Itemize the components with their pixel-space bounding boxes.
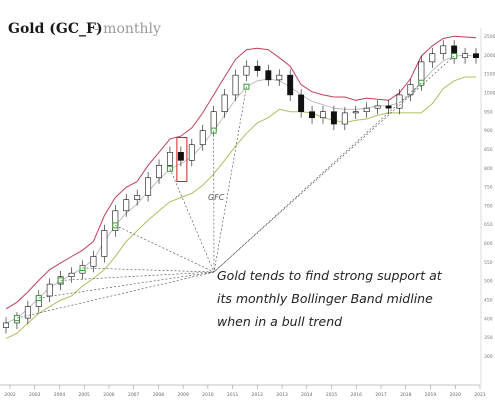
candle-body xyxy=(145,177,152,196)
y-tick-label: 2000 xyxy=(484,53,495,59)
x-tick-label: 2014 xyxy=(301,392,313,398)
x-tick-label: 2006 xyxy=(103,392,115,398)
x-tick-label: 2020 xyxy=(450,392,462,398)
x-tick-label: 2007 xyxy=(128,392,140,398)
candle-body xyxy=(243,65,250,76)
dashed-pointer xyxy=(213,86,247,273)
dashed-pointer xyxy=(60,271,215,281)
annotation-line-1: Gold tends to find strong support at xyxy=(217,268,443,283)
x-tick-label: 2021 xyxy=(474,392,486,398)
candle-body xyxy=(199,130,206,146)
x-tick-label: 2019 xyxy=(425,392,437,398)
x-tick-label: 2013 xyxy=(276,392,288,398)
dashed-pointer xyxy=(82,267,215,273)
x-tick-label: 2016 xyxy=(351,392,363,398)
candle-body xyxy=(24,306,31,319)
annotation-dashes xyxy=(16,55,455,319)
candle-body xyxy=(276,74,283,81)
candle-body xyxy=(341,112,348,125)
candle-body xyxy=(287,74,294,96)
candle-body xyxy=(440,45,447,54)
candle-body xyxy=(221,94,228,112)
y-tick-label: 2500 xyxy=(484,34,495,40)
candle-body xyxy=(112,210,119,231)
bb-upper-line xyxy=(5,35,477,310)
candle-body xyxy=(101,230,108,257)
y-tick-label: 950 xyxy=(484,109,493,115)
candle-body xyxy=(166,152,173,166)
chart-subtitle: - monthly xyxy=(94,21,161,37)
candle-body xyxy=(254,65,261,71)
candle-body xyxy=(46,283,53,297)
y-tick-label: 450 xyxy=(484,298,493,304)
candle-body xyxy=(156,165,162,179)
candle-body xyxy=(309,111,316,119)
candle-body xyxy=(407,84,414,96)
candle-body xyxy=(374,105,381,109)
annotation-line-3: when in a bull trend xyxy=(217,314,342,329)
candle-body xyxy=(123,199,130,212)
x-axis: 2002 2003 2004 2005 2006 2007 2008 2009 2010 2011… xyxy=(0,384,486,398)
y-tick-label: 1500 xyxy=(484,72,495,78)
candle-body xyxy=(265,70,272,81)
candle-body xyxy=(188,144,195,161)
candle-body xyxy=(320,111,326,119)
chart-title: Gold (GC_F) xyxy=(8,21,103,37)
x-tick-label: 2002 xyxy=(4,392,16,398)
bb-lower-line xyxy=(5,76,476,340)
candle-body xyxy=(68,272,75,278)
y-tick-label: 1000 xyxy=(484,90,495,96)
candle-body xyxy=(298,94,305,112)
x-tick-label: 2003 xyxy=(29,392,41,398)
candle-body xyxy=(177,152,184,161)
candle-body xyxy=(473,53,479,59)
dashed-pointer xyxy=(169,168,215,273)
candle-body xyxy=(462,53,469,59)
gfc-label: GFC xyxy=(208,193,225,202)
candle-body xyxy=(3,322,9,328)
y-tick-label: 850 xyxy=(484,147,493,153)
candle-body xyxy=(385,105,392,109)
y-tick-label: 750 xyxy=(484,185,493,191)
y-tick-label: 400 xyxy=(484,316,493,322)
y-tick-label: 700 xyxy=(484,203,493,209)
y-axis: 2500 2000 1500 1000 950 900 850 800 750 700 650 600… xyxy=(480,28,495,385)
dashed-pointer xyxy=(38,271,215,299)
x-tick-label: 2015 xyxy=(326,392,338,398)
candle-body xyxy=(90,256,97,267)
candle-body xyxy=(232,74,239,96)
x-tick-label: 2008 xyxy=(153,392,165,398)
y-tick-label: 500 xyxy=(484,279,493,285)
y-tick-label: 550 xyxy=(484,260,493,266)
dashed-pointer xyxy=(115,225,215,273)
dashed-pointer xyxy=(213,55,455,273)
x-tick-label: 2017 xyxy=(375,392,387,398)
y-tick-label: 800 xyxy=(484,166,493,172)
x-tick-label: 2012 xyxy=(252,392,264,398)
y-tick-label: 350 xyxy=(484,335,493,341)
y-tick-label: 300 xyxy=(484,354,493,360)
gfc-box xyxy=(176,137,188,183)
y-tick-label: 900 xyxy=(484,128,493,134)
dashed-pointer xyxy=(16,271,215,319)
candle-body xyxy=(429,53,436,63)
candles-group xyxy=(3,40,479,334)
candle-body xyxy=(396,94,403,109)
dashed-pointer xyxy=(213,82,422,273)
x-tick-label: 2009 xyxy=(177,392,189,398)
y-tick-label: 650 xyxy=(484,222,493,228)
x-tick-label: 2004 xyxy=(54,392,66,398)
x-tick-label: 2010 xyxy=(202,392,214,398)
annotation-line-2: its monthly Bollinger Band midline xyxy=(217,291,433,306)
candle-body xyxy=(363,107,370,112)
x-tick-label: 2005 xyxy=(78,392,90,398)
candle-body xyxy=(330,111,337,125)
x-tick-label: 2011 xyxy=(227,392,239,398)
candle-body xyxy=(352,111,359,114)
y-tick-label: 600 xyxy=(484,241,493,247)
x-tick-label: 2018 xyxy=(400,392,412,398)
candle-body xyxy=(134,195,141,200)
